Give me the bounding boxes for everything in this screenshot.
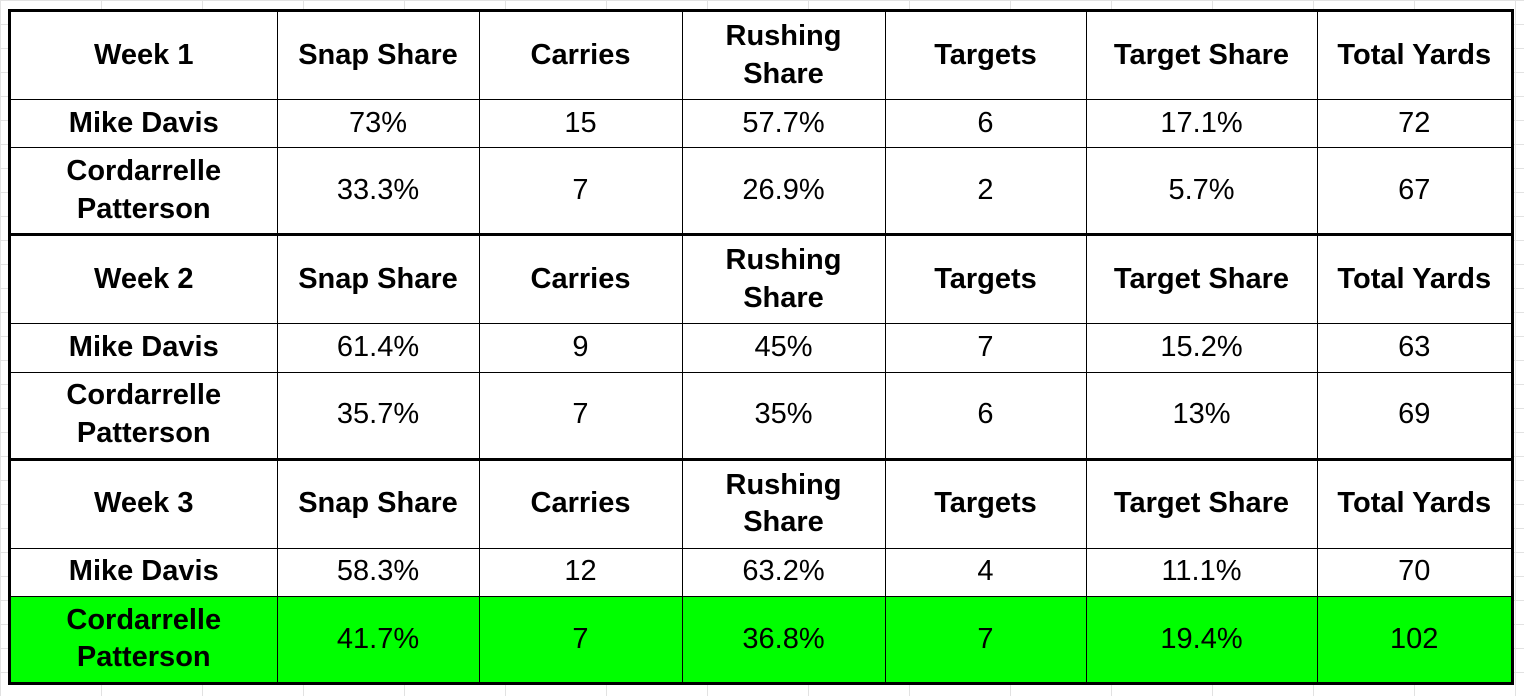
column-header-target-share: Target Share <box>1085 12 1318 101</box>
cell-rushing-share: 26.9% <box>681 147 886 236</box>
table-row-highlighted: Cordarrelle Patterson 41.7% 7 36.8% 7 19… <box>11 595 1511 682</box>
cell-rushing-share: 63.2% <box>681 547 886 597</box>
table-row: Mike Davis 61.4% 9 45% 7 15.2% 63 <box>11 323 1511 373</box>
cell-total-yards: 67 <box>1316 147 1511 236</box>
week-header-row: Week 2 Snap Share Carries Rushing Share … <box>11 233 1511 325</box>
week-label: Week 1 <box>11 12 278 101</box>
cell-snap-share: 41.7% <box>276 595 480 682</box>
cell-targets: 7 <box>884 595 1087 682</box>
column-header-snap-share: Snap Share <box>276 233 480 325</box>
player-name: Mike Davis <box>11 323 278 373</box>
cell-target-share: 5.7% <box>1085 147 1318 236</box>
cell-snap-share: 33.3% <box>276 147 480 236</box>
cell-carries: 7 <box>478 147 683 236</box>
cell-target-share: 11.1% <box>1085 547 1318 597</box>
cell-target-share: 15.2% <box>1085 323 1318 373</box>
column-header-total-yards: Total Yards <box>1316 457 1511 549</box>
player-name: Mike Davis <box>11 547 278 597</box>
column-header-targets: Targets <box>884 233 1087 325</box>
column-header-total-yards: Total Yards <box>1316 12 1511 101</box>
cell-targets: 2 <box>884 147 1087 236</box>
cell-targets: 4 <box>884 547 1087 597</box>
cell-rushing-share: 45% <box>681 323 886 373</box>
player-name: Cordarrelle Patterson <box>11 147 278 236</box>
column-header-rushing-share: Rushing Share <box>681 12 886 101</box>
player-name: Cordarrelle Patterson <box>11 595 278 682</box>
cell-rushing-share: 36.8% <box>681 595 886 682</box>
week-header-row: Week 1 Snap Share Carries Rushing Share … <box>11 12 1511 101</box>
cell-snap-share: 73% <box>276 99 480 149</box>
player-name: Cordarrelle Patterson <box>11 371 278 460</box>
cell-targets: 7 <box>884 323 1087 373</box>
stats-table-wrapper: Week 1 Snap Share Carries Rushing Share … <box>8 9 1514 685</box>
column-header-target-share: Target Share <box>1085 233 1318 325</box>
column-header-targets: Targets <box>884 457 1087 549</box>
cell-total-yards: 102 <box>1316 595 1511 682</box>
rb-usage-table: Week 1 Snap Share Carries Rushing Share … <box>11 12 1511 682</box>
cell-carries: 9 <box>478 323 683 373</box>
cell-targets: 6 <box>884 99 1087 149</box>
cell-snap-share: 61.4% <box>276 323 480 373</box>
column-header-target-share: Target Share <box>1085 457 1318 549</box>
cell-rushing-share: 35% <box>681 371 886 460</box>
week-header-row: Week 3 Snap Share Carries Rushing Share … <box>11 457 1511 549</box>
column-header-rushing-share: Rushing Share <box>681 233 886 325</box>
column-header-total-yards: Total Yards <box>1316 233 1511 325</box>
cell-total-yards: 70 <box>1316 547 1511 597</box>
week-label: Week 3 <box>11 457 278 549</box>
cell-carries: 12 <box>478 547 683 597</box>
cell-targets: 6 <box>884 371 1087 460</box>
cell-target-share: 19.4% <box>1085 595 1318 682</box>
cell-total-yards: 63 <box>1316 323 1511 373</box>
cell-carries: 7 <box>478 595 683 682</box>
cell-carries: 7 <box>478 371 683 460</box>
cell-carries: 15 <box>478 99 683 149</box>
cell-snap-share: 35.7% <box>276 371 480 460</box>
column-header-snap-share: Snap Share <box>276 12 480 101</box>
column-header-carries: Carries <box>478 457 683 549</box>
table-row: Mike Davis 58.3% 12 63.2% 4 11.1% 70 <box>11 547 1511 597</box>
week-label: Week 2 <box>11 233 278 325</box>
table-row: Cordarrelle Patterson 33.3% 7 26.9% 2 5.… <box>11 147 1511 236</box>
cell-rushing-share: 57.7% <box>681 99 886 149</box>
column-header-carries: Carries <box>478 233 683 325</box>
cell-target-share: 13% <box>1085 371 1318 460</box>
column-header-targets: Targets <box>884 12 1087 101</box>
cell-snap-share: 58.3% <box>276 547 480 597</box>
cell-target-share: 17.1% <box>1085 99 1318 149</box>
player-name: Mike Davis <box>11 99 278 149</box>
cell-total-yards: 69 <box>1316 371 1511 460</box>
table-row: Cordarrelle Patterson 35.7% 7 35% 6 13% … <box>11 371 1511 460</box>
column-header-rushing-share: Rushing Share <box>681 457 886 549</box>
column-header-carries: Carries <box>478 12 683 101</box>
table-row: Mike Davis 73% 15 57.7% 6 17.1% 72 <box>11 99 1511 149</box>
cell-total-yards: 72 <box>1316 99 1511 149</box>
column-header-snap-share: Snap Share <box>276 457 480 549</box>
